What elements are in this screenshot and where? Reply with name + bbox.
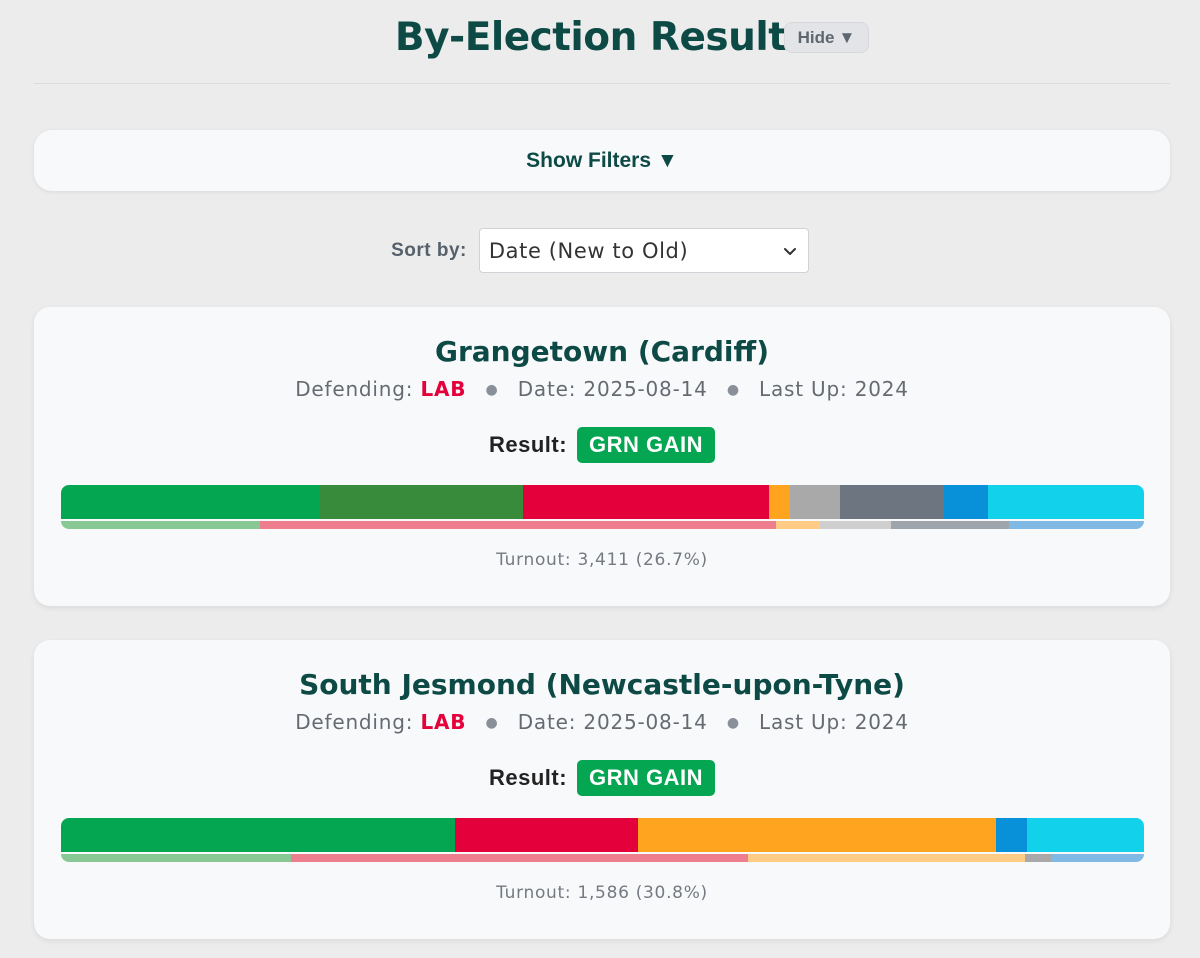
vote-share-bar — [61, 485, 1144, 519]
bar-segment-con — [1008, 521, 1144, 529]
defending-party: LAB — [420, 710, 467, 734]
separator-dot: ● — [485, 382, 499, 398]
bar-segment-lab — [260, 521, 776, 529]
sort-row: Sort by: Date (New to Old) — [0, 228, 1200, 273]
turnout: Turnout: 1,586 (30.8%) — [34, 883, 1170, 903]
hide-button[interactable]: Hide ▼ — [784, 22, 869, 53]
bar-segment-grn — [61, 485, 320, 519]
defending-label: Defending: — [295, 710, 414, 734]
defending-party: LAB — [420, 377, 467, 401]
bar-segment-oth — [789, 485, 840, 519]
turnout-label: Turnout: — [496, 883, 572, 903]
bar-segment-ref — [987, 485, 1144, 519]
hide-button-label: Hide — [797, 27, 835, 47]
last-up-label: Last Up: — [759, 710, 848, 734]
bar-segment-lab — [523, 485, 770, 519]
result-badge: GRN GAIN — [577, 760, 716, 796]
ward-title: Grangetown (Cardiff) — [435, 335, 769, 368]
show-filters-label: Show Filters — [526, 148, 652, 172]
page-title: By-Election Results — [394, 15, 810, 60]
turnout-value: 1,586 (30.8%) — [577, 883, 708, 903]
bar-segment-ld — [775, 521, 821, 529]
defending-label: Defending: — [295, 377, 414, 401]
bar-segment-ld — [747, 854, 1025, 862]
bar-segment-ld — [769, 485, 790, 519]
previous-vote-share-bar — [61, 854, 1144, 862]
turnout-value: 3,411 (26.7%) — [577, 550, 708, 570]
previous-vote-share-bar — [61, 521, 1144, 529]
result-meta: Defending: LAB ● Date: 2025-08-14 ● Last… — [34, 375, 1170, 404]
separator-dot: ● — [485, 715, 499, 731]
result-label: Result: — [488, 765, 568, 790]
bar-segment-con — [1050, 854, 1144, 862]
date-value: 2025-08-14 — [583, 710, 708, 734]
bar-segment-con — [995, 818, 1027, 852]
result-badge: GRN GAIN — [577, 427, 716, 463]
chevron-down-icon — [783, 247, 796, 255]
ward-title: South Jesmond (Newcastle-upon-Tyne) — [299, 668, 905, 701]
last-up-value: 2024 — [854, 377, 909, 401]
date-value: 2025-08-14 — [583, 377, 708, 401]
date-label: Date: — [517, 377, 577, 401]
result-card: Grangetown (Cardiff) Defending: LAB ● Da… — [34, 307, 1170, 606]
sort-label: Sort by: — [391, 239, 467, 261]
vote-share-bar — [61, 818, 1144, 852]
bar-segment-grn — [61, 854, 291, 862]
bar-segment-oth — [820, 521, 891, 529]
result-row: Result: GRN GAIN — [34, 427, 1170, 463]
sort-selected-value: Date (New to Old) — [488, 238, 689, 263]
bar-segment-grn-alt — [319, 485, 524, 519]
last-up-label: Last Up: — [759, 377, 848, 401]
bar-segment-grn — [61, 818, 456, 852]
result-row: Result: GRN GAIN — [34, 760, 1170, 796]
result-meta: Defending: LAB ● Date: 2025-08-14 ● Last… — [34, 708, 1170, 737]
bar-segment-con — [943, 485, 988, 519]
bar-segment-ind — [839, 485, 944, 519]
caret-down-icon: ▼ — [838, 27, 856, 47]
separator-dot: ● — [726, 715, 740, 731]
caret-down-icon: ▼ — [657, 148, 678, 172]
bar-segment-lab — [290, 854, 748, 862]
result-card: South Jesmond (Newcastle-upon-Tyne) Defe… — [34, 640, 1170, 939]
bar-segment-grn — [61, 521, 261, 529]
bar-segment-lab — [455, 818, 639, 852]
turnout: Turnout: 3,411 (26.7%) — [34, 550, 1170, 570]
separator-dot: ● — [726, 382, 740, 398]
turnout-label: Turnout: — [496, 550, 572, 570]
sort-select[interactable]: Date (New to Old) — [478, 228, 809, 273]
bar-segment-ind — [890, 521, 1009, 529]
header: By-Election Results Hide ▼ — [34, 0, 1170, 84]
bar-segment-ld — [638, 818, 996, 852]
bar-segment-oth — [1024, 854, 1051, 862]
last-up-value: 2024 — [854, 710, 909, 734]
result-label: Result: — [488, 432, 568, 457]
bar-segment-ref — [1027, 818, 1144, 852]
date-label: Date: — [517, 710, 577, 734]
show-filters-toggle[interactable]: Show Filters ▼ — [34, 130, 1170, 191]
